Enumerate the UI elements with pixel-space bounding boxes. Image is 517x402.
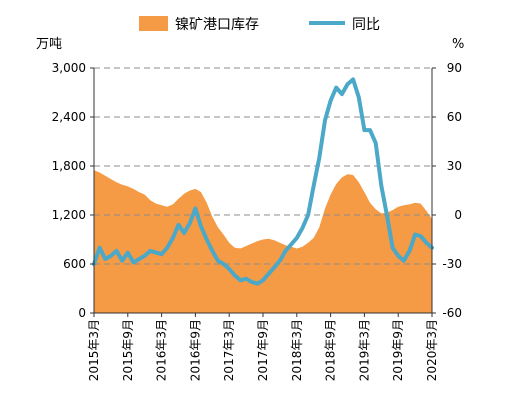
legend-label-inventory: 镍矿港口库存 — [175, 17, 259, 33]
series-area-inventory — [94, 170, 432, 313]
left-tick-label-5: 3,000 — [52, 61, 86, 75]
plot-area: 0 600 1,200 1,800 2,400 3,000 -60 -30 0 30 60 90 201… — [52, 61, 462, 381]
right-tick-label-2: 0 — [454, 208, 462, 222]
series-line-yoy — [92, 77, 434, 286]
right-tick-label-4: 60 — [447, 110, 462, 124]
legend-swatch-inventory — [139, 16, 168, 31]
legend: 镍矿港口库存 同比 — [139, 16, 380, 33]
left-tick-label-0: 0 — [78, 306, 86, 320]
right-tick-label-0: -60 — [442, 306, 462, 320]
x-tick-label-3: 2016年9月 — [188, 319, 202, 381]
x-tick-label-6: 2018年3月 — [290, 319, 304, 381]
x-tick-label-8: 2019年3月 — [357, 319, 371, 381]
x-tick-label-1: 2015年9月 — [121, 319, 135, 381]
x-tick-label-10: 2020年3月 — [425, 319, 439, 381]
x-tick-label-7: 2018年9月 — [324, 319, 338, 381]
left-tick-label-1: 600 — [63, 257, 86, 271]
x-tick-label-2: 2016年3月 — [155, 319, 169, 381]
left-tick-label-2: 1,200 — [52, 208, 86, 222]
legend-label-yoy: 同比 — [352, 17, 380, 33]
x-tick-label-9: 2019年9月 — [391, 319, 405, 381]
right-tick-label-1: -30 — [442, 257, 462, 271]
x-tick-label-4: 2017年3月 — [222, 319, 236, 381]
right-axis-unit: % — [452, 37, 464, 52]
x-tick-label-5: 2017年9月 — [256, 319, 270, 381]
x-tick-label-0: 2015年3月 — [87, 319, 101, 381]
left-axis-unit: 万吨 — [36, 37, 62, 52]
right-tick-label-3: 30 — [447, 159, 462, 173]
left-tick-label-4: 2,400 — [52, 110, 86, 124]
right-tick-label-5: 90 — [447, 61, 462, 75]
left-tick-label-3: 1,800 — [52, 159, 86, 173]
